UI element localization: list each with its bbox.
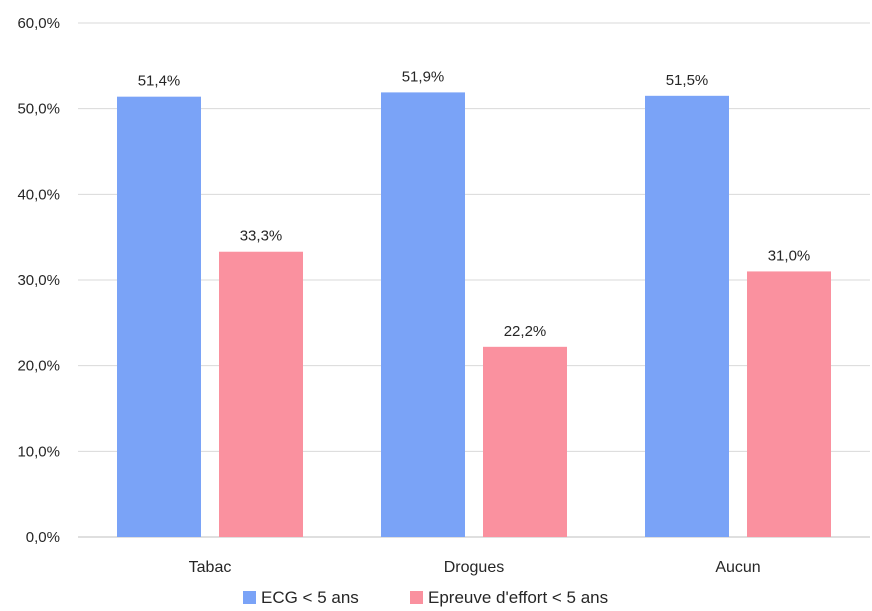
legend-label: Epreuve d'effort < 5 ans xyxy=(428,588,608,607)
data-label: 51,5% xyxy=(666,72,709,89)
y-axis-tick-labels: 0,0% 10,0% 20,0% 30,0% 40,0% 50,0% 60,0% xyxy=(17,15,60,546)
category-label: Aucun xyxy=(715,559,760,576)
data-label: 22,2% xyxy=(504,323,547,340)
y-tick-label: 40,0% xyxy=(17,186,60,203)
y-tick-label: 50,0% xyxy=(17,101,60,118)
data-labels: 51,4% 33,3% 51,9% 22,2% 51,5% 31,0% xyxy=(138,68,811,339)
bar-epreuve-effort-aucun xyxy=(747,271,831,537)
bar-epreuve-effort-tabac xyxy=(219,251,303,538)
data-label: 51,4% xyxy=(138,73,181,90)
bars xyxy=(117,92,831,538)
y-tick-label: 30,0% xyxy=(17,272,60,289)
y-tick-label: 20,0% xyxy=(17,358,60,375)
y-tick-label: 0,0% xyxy=(26,529,60,546)
legend: ECG < 5 ans Epreuve d'effort < 5 ans xyxy=(243,588,608,607)
bar-ecg-tabac xyxy=(117,96,201,537)
legend-swatch xyxy=(243,591,256,604)
legend-label: ECG < 5 ans xyxy=(261,588,359,607)
bar-ecg-aucun xyxy=(645,95,729,538)
x-axis-category-labels: Tabac Drogues Aucun xyxy=(189,559,761,576)
gridlines xyxy=(78,22,870,538)
y-tick-label: 10,0% xyxy=(17,443,60,460)
data-label: 31,0% xyxy=(768,247,811,264)
bar-ecg-drogues xyxy=(381,92,465,537)
category-label: Tabac xyxy=(189,559,232,576)
data-label: 51,9% xyxy=(402,68,445,85)
y-tick-label: 60,0% xyxy=(17,15,60,32)
bar-epreuve-effort-drogues xyxy=(483,346,567,537)
legend-swatch xyxy=(410,591,423,604)
data-label: 33,3% xyxy=(240,228,283,245)
category-label: Drogues xyxy=(444,559,504,576)
